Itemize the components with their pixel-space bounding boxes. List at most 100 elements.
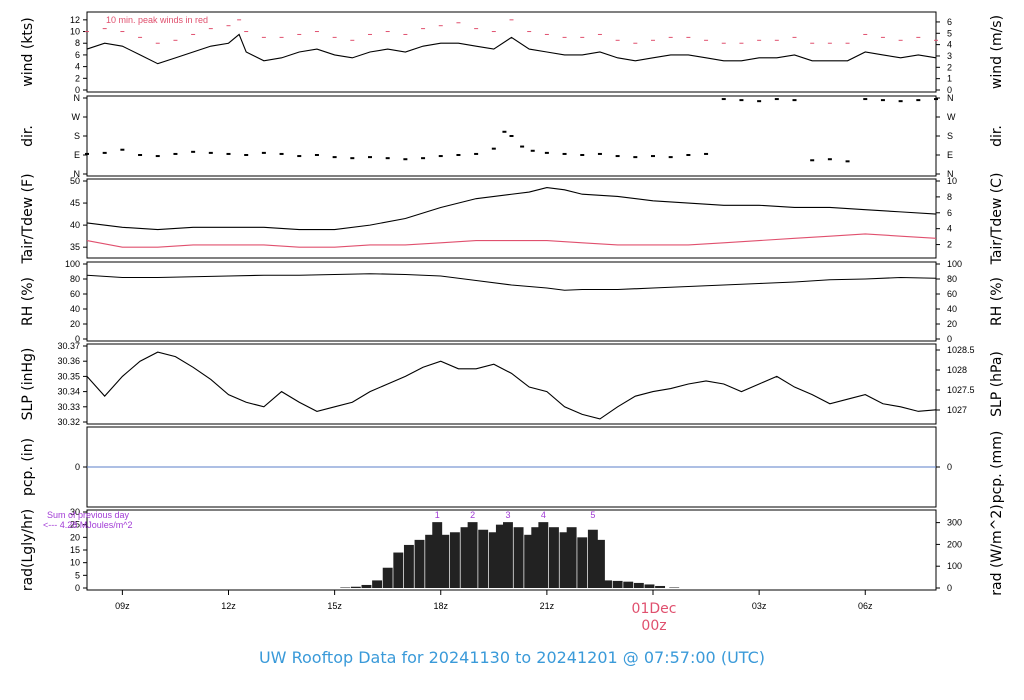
ylabel-left: pcp. (in) [20, 438, 36, 496]
radiation-bar [612, 580, 623, 588]
direction-point [102, 151, 107, 154]
direction-point [332, 156, 337, 159]
panel-pressure: 30.32 30.33 30.34 30.35 30.36 30.37 1027 1027.5… [20, 341, 1005, 427]
right-tick-label: N [947, 169, 954, 179]
direction-point [297, 155, 302, 158]
left-tick-label: 30.37 [57, 341, 80, 351]
direction-point [226, 152, 231, 155]
direction-point [208, 151, 213, 154]
radiation-bar [531, 527, 542, 588]
direction-point [530, 149, 535, 152]
left-tick-label: 40 [70, 304, 80, 314]
left-tick-label: 40 [70, 220, 80, 230]
direction-point [544, 151, 549, 154]
panel-precipitation: 0 0 pcp. (in) pcp. (mm) [20, 426, 1005, 508]
left-tick-label: 80 [70, 274, 80, 284]
panel-frame [86, 343, 937, 425]
direction-point [456, 154, 461, 156]
radiation-bar [602, 580, 612, 588]
direction-point [403, 158, 408, 161]
right-tick-label: 0 [947, 334, 952, 344]
radiation-bar [669, 587, 680, 588]
left-tick-label: 4 [75, 62, 80, 72]
left-tick-label: W [72, 112, 81, 122]
radiation-bar [439, 534, 450, 588]
radiation-bar [577, 537, 588, 588]
direction-point [191, 150, 196, 153]
right-tick-label: 60 [947, 289, 957, 299]
radiation-bar [594, 539, 605, 588]
right-tick-label: 1028 [947, 365, 967, 375]
date-marker-day: 01Dec [631, 601, 677, 617]
left-tick-label: 2 [75, 73, 80, 83]
ylabel-right: rad (W/m^2) [989, 504, 1005, 595]
direction-point [810, 159, 815, 162]
radiation-annotation-line1: Sum of previous day [47, 510, 130, 520]
radiation-bar [478, 529, 489, 588]
left-tick-label: 0 [75, 85, 80, 95]
direction-point [792, 99, 797, 102]
direction-point [261, 151, 266, 154]
radiation-bar [382, 567, 393, 588]
direction-point [520, 145, 525, 148]
radiation-peak-label: 5 [590, 510, 595, 520]
radiation-peak-label: 4 [541, 510, 546, 520]
direction-point [155, 155, 160, 158]
ylabel-left: SLP (inHg) [20, 348, 36, 421]
radiation-peak-label: 2 [470, 510, 475, 520]
left-tick-label: 45 [70, 198, 80, 208]
radiation-bar [403, 544, 414, 588]
wind-series-line [86, 33, 937, 65]
right-tick-label: 5 [947, 28, 952, 38]
panel-humidity: 0 20 40 60 80 100 0 20 40 60 80 100 RH (%) RH (%) [20, 259, 1005, 344]
direction-point [368, 156, 372, 159]
right-tick-label: 40 [947, 304, 957, 314]
radiation-bar [449, 532, 460, 588]
right-tick-label: 2 [947, 62, 952, 72]
left-tick-label: 35 [70, 242, 80, 252]
direction-point [845, 160, 850, 163]
direction-point [314, 154, 319, 156]
radiation-bar [559, 532, 570, 588]
direction-point [615, 155, 620, 158]
radiation-bar [350, 586, 361, 588]
right-tick-label: 6 [947, 208, 952, 218]
direction-point [85, 152, 89, 155]
radiation-bar [524, 534, 535, 588]
radiation-bar [372, 580, 383, 588]
direction-point [827, 158, 832, 161]
right-tick-label: 0 [947, 85, 952, 95]
direction-point [244, 154, 249, 156]
radiation-bar [488, 532, 499, 588]
right-tick-label: 3 [947, 51, 952, 61]
left-tick-label: N [74, 169, 81, 179]
radiation-annotation-line2: <--- 4.28 MJoules/m^2 [43, 520, 133, 530]
right-tick-label: 2 [947, 240, 952, 250]
ylabel-right: Tair/Tdew (C) [989, 173, 1005, 266]
direction-point [138, 154, 143, 156]
ylabel-right: SLP (hPa) [989, 351, 1005, 417]
direction-point [562, 152, 567, 155]
left-tick-label: 30.35 [57, 371, 80, 381]
right-tick-label: 4 [947, 224, 952, 234]
ylabel-right: dir. [989, 125, 1005, 147]
left-tick-label: 30.36 [57, 356, 80, 366]
pressure-series-line [86, 351, 937, 420]
direction-point [651, 155, 655, 158]
radiation-bar [633, 582, 644, 588]
radiation-bar [414, 539, 425, 588]
radiation-bar [340, 587, 351, 588]
ylabel-left: dir. [20, 125, 36, 147]
left-tick-label: 8 [75, 38, 80, 48]
direction-point [916, 99, 921, 102]
direction-point [863, 98, 868, 101]
left-tick-label: S [74, 131, 80, 141]
x-tick-label: 03z [752, 601, 767, 611]
air-temperature-line [86, 187, 937, 231]
right-tick-label: W [947, 112, 956, 122]
left-tick-label: 25 [70, 520, 80, 530]
radiation-bar [425, 534, 436, 588]
right-tick-label: 10 [947, 176, 957, 186]
ylabel-right: wind (m/s) [989, 15, 1005, 89]
